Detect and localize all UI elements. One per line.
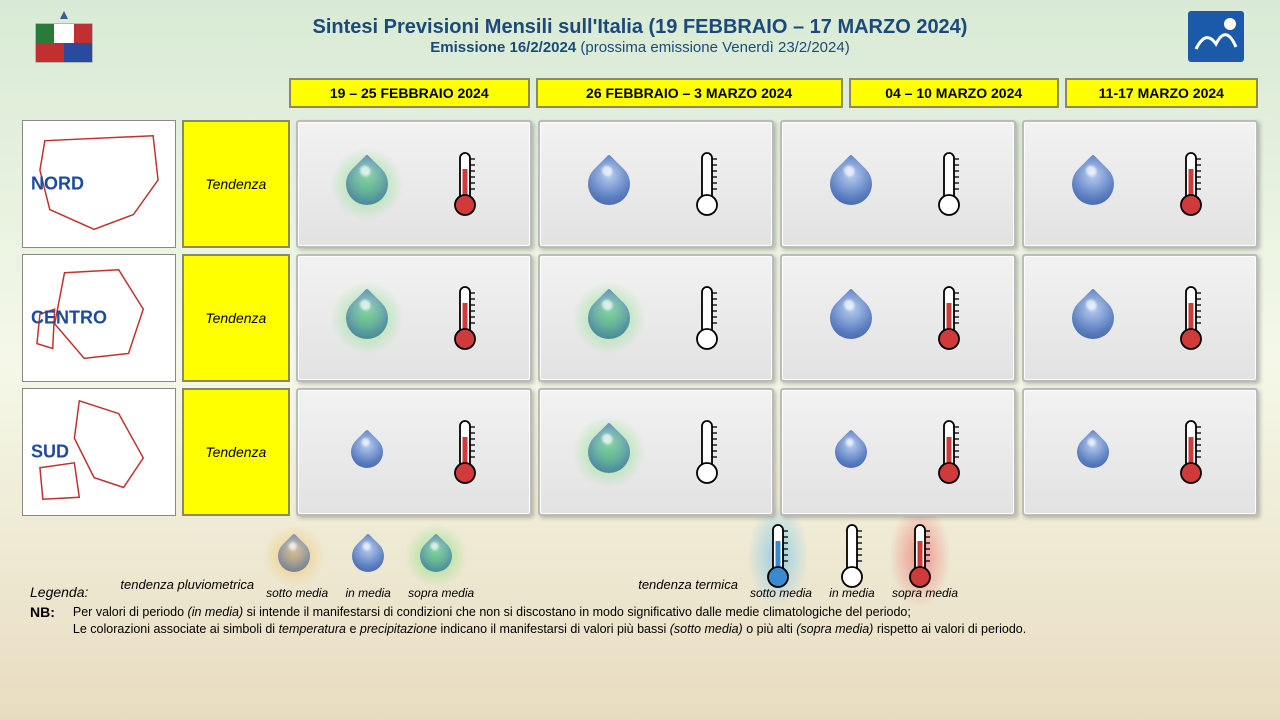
forecast-cell [538, 120, 774, 248]
legend-item-sopra-pluv: sopra media [408, 526, 474, 600]
temperature-icon [677, 407, 737, 497]
next-emission: (prossima emissione Venerdì 23/2/2024) [576, 39, 849, 56]
temperature-icon [919, 273, 979, 363]
emission-date: Emissione 16/2/2024 [430, 39, 576, 56]
forecast-cell [1022, 120, 1258, 248]
legend-term-label: tendenza termica [638, 577, 738, 600]
page-subtitle: Emissione 16/2/2024 (prossima emissione … [104, 39, 1176, 56]
temperature-icon [435, 139, 495, 229]
precipitation-icon [816, 139, 886, 229]
temperature-icon [1161, 273, 1221, 363]
column-header: 26 FEBBRAIO – 3 MARZO 2024 [536, 78, 843, 108]
temperature-icon [435, 273, 495, 363]
tendenza-label: Tendenza [182, 120, 290, 248]
column-header: 11-17 MARZO 2024 [1065, 78, 1258, 108]
legend-item-sotto-term: sotto media [750, 526, 812, 600]
column-header: 04 – 10 MARZO 2024 [849, 78, 1059, 108]
nb-line1: Per valori di periodo (in media) si inte… [73, 604, 1026, 621]
region-nord: NORD [22, 120, 176, 248]
nb-label: NB: [30, 604, 55, 638]
column-header: 19 – 25 FEBBRAIO 2024 [289, 78, 530, 108]
forecast-cell [296, 120, 532, 248]
precipitation-icon [332, 407, 402, 497]
legend-item-sotto-pluv: sotto media [266, 526, 328, 600]
forecast-cell [780, 254, 1016, 382]
tendenza-label: Tendenza [182, 254, 290, 382]
temperature-icon [677, 273, 737, 363]
legend-notes: NB: Per valori di periodo (in media) si … [30, 604, 1250, 638]
forecast-cell [1022, 388, 1258, 516]
legend: Legenda: tendenza pluviometrica sotto me… [0, 522, 1280, 638]
precipitation-icon [574, 139, 644, 229]
forecast-grid: 19 – 25 FEBBRAIO 2024 26 FEBBRAIO – 3 MA… [0, 68, 1280, 522]
forecast-cell [538, 388, 774, 516]
region-centro: CENTRO [22, 254, 176, 382]
region-sud: SUD [22, 388, 176, 516]
precipitation-icon [332, 273, 402, 363]
legend-item-in-pluv: in media [340, 526, 396, 600]
nb-line2: Le colorazioni associate ai simboli di t… [73, 621, 1026, 638]
forecast-cell [296, 254, 532, 382]
precipitation-icon [1058, 407, 1128, 497]
legend-item-sopra-term: sopra media [892, 526, 958, 600]
forecast-cell [780, 120, 1016, 248]
forecast-cell [1022, 254, 1258, 382]
temperature-icon [1161, 139, 1221, 229]
precipitation-icon [574, 273, 644, 363]
precipitation-icon [1058, 273, 1128, 363]
page-title: Sintesi Previsioni Mensili sull'Italia (… [104, 16, 1176, 39]
temperature-icon [919, 139, 979, 229]
precipitation-icon [1058, 139, 1128, 229]
logo-italy-icon [24, 6, 104, 66]
precipitation-icon [816, 273, 886, 363]
temperature-icon [677, 139, 737, 229]
legend-title: Legenda: [30, 584, 88, 600]
logo-cnmca-icon [1176, 6, 1256, 66]
temperature-icon [1161, 407, 1221, 497]
temperature-icon [435, 407, 495, 497]
tendenza-label: Tendenza [182, 388, 290, 516]
forecast-cell [296, 388, 532, 516]
temperature-icon [919, 407, 979, 497]
legend-item-in-term: in media [824, 526, 880, 600]
precipitation-icon [574, 407, 644, 497]
precipitation-icon [816, 407, 886, 497]
legend-pluv-label: tendenza pluviometrica [120, 577, 254, 600]
forecast-cell [538, 254, 774, 382]
forecast-cell [780, 388, 1016, 516]
precipitation-icon [332, 139, 402, 229]
header: Sintesi Previsioni Mensili sull'Italia (… [0, 0, 1280, 68]
